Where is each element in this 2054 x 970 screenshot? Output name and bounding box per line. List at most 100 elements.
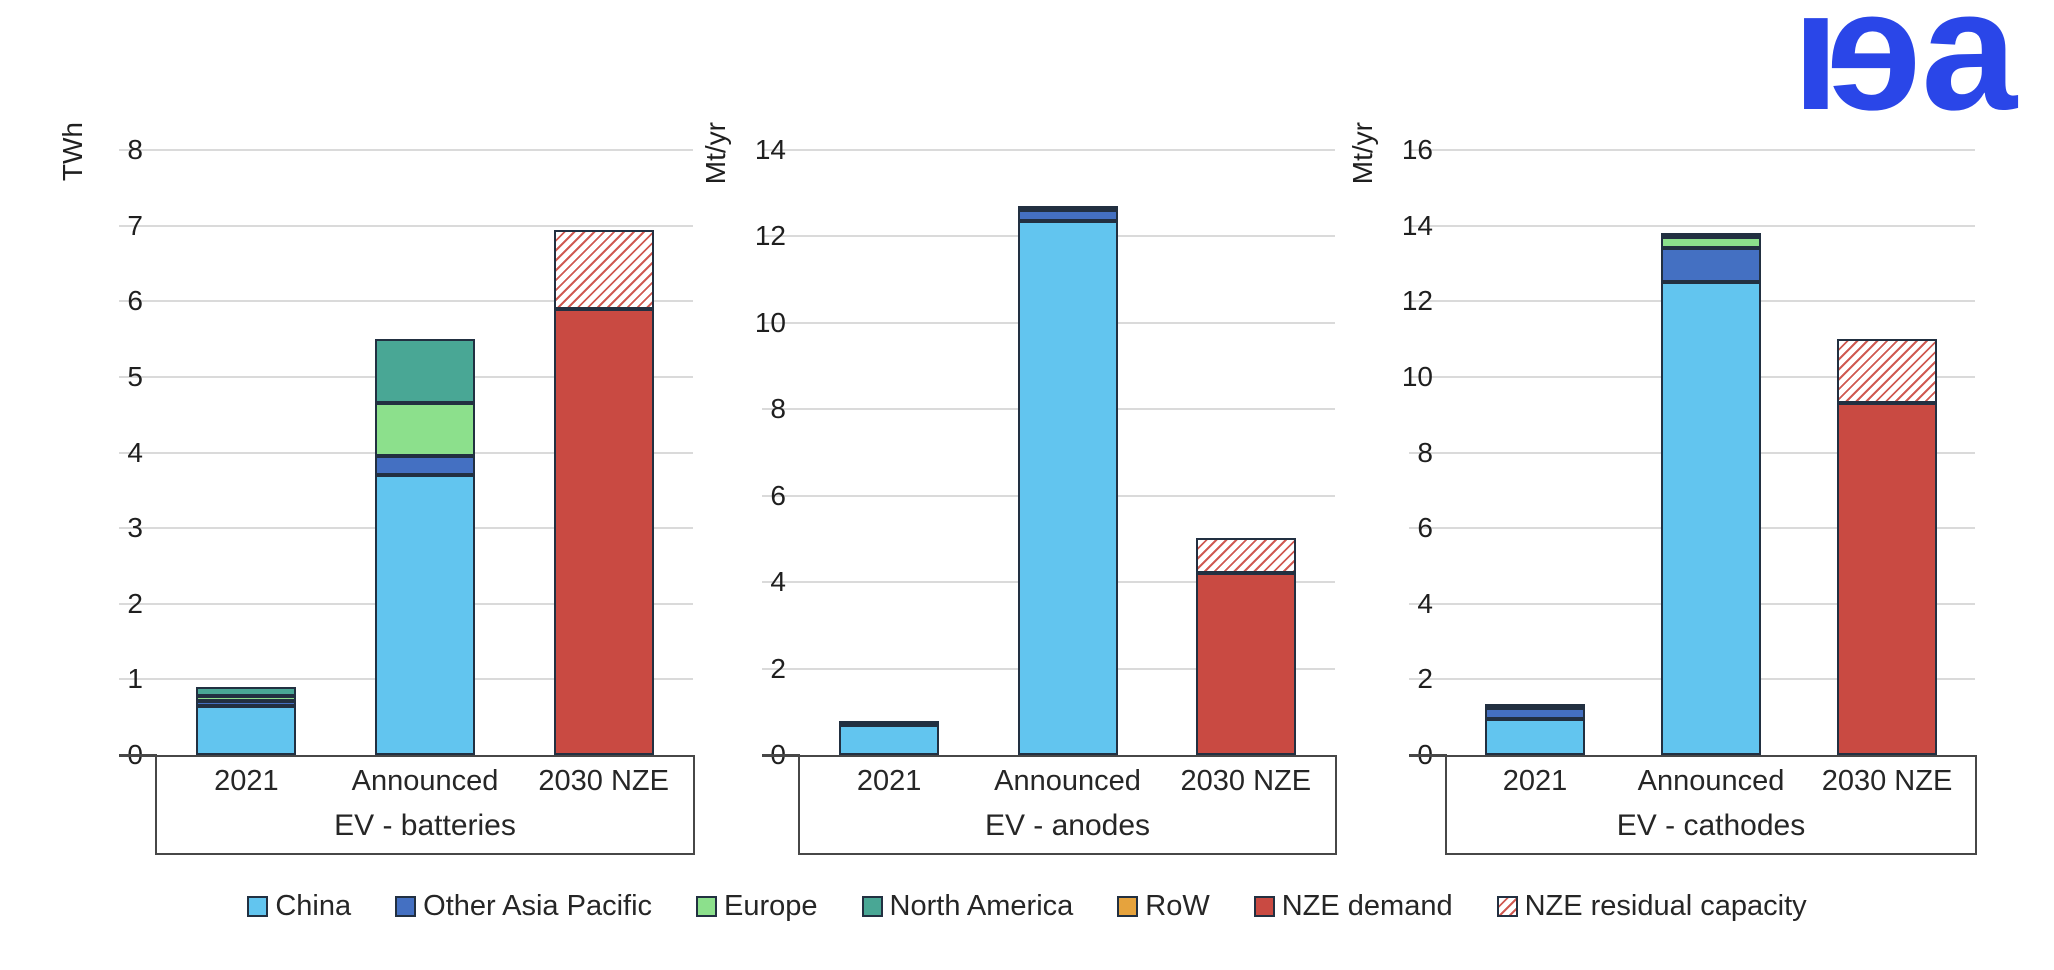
bar-segment-nze-residual-capacity <box>554 230 654 309</box>
y-axis-tick-label: 4 <box>770 566 786 598</box>
bar-segment-china <box>1018 221 1118 755</box>
y-axis-tick-label: 16 <box>1401 134 1433 165</box>
y-axis-tick-label: 12 <box>1401 285 1433 317</box>
x-axis-category-label: 2021 <box>1502 765 1568 797</box>
legend-swatch-icon <box>395 895 417 917</box>
y-axis-tick-label: 10 <box>754 306 786 338</box>
legend-item-other-asia-pacific: Other Asia Pacific <box>395 890 652 923</box>
legend-label: RoW <box>1145 889 1210 922</box>
gridline <box>1409 149 1975 151</box>
y-axis-tick-label: 1 <box>127 663 143 695</box>
legend-item-nze-demand: NZE demand <box>1253 889 1453 923</box>
x-axis-category-label: 2021 <box>214 765 279 797</box>
x-axis-category-label: Announced <box>994 765 1141 797</box>
iea-logo-letter-e: e <box>1832 0 1922 146</box>
chart-ev-anodes: Mt/yr 02468101214 EV - anodes 2021Announ… <box>700 122 1337 855</box>
chart-group-title: EV - cathodes <box>1616 809 1806 842</box>
x-axis-tick <box>762 754 800 757</box>
y-axis-tick-label: 2 <box>770 652 786 684</box>
legend-item-china: China <box>247 890 351 923</box>
legend-label: China <box>275 889 352 922</box>
iea-logo-letter-a: a <box>1921 0 2017 146</box>
legend-item-row: RoW <box>1117 889 1210 923</box>
chart-ev-batteries: TWh 012345678 EV - batteries 2021Announc… <box>57 122 695 855</box>
iea-logo-letter-i: ı <box>1791 0 1840 146</box>
y-axis-tick-label: 8 <box>770 393 786 425</box>
bar-segment-other-asia-pacific <box>1485 708 1585 719</box>
legend-swatch-icon <box>1253 895 1275 917</box>
y-axis-tick-label: 6 <box>127 285 143 317</box>
legend-item-nze-residual-capacity: NZE residual capacity <box>1496 889 1807 923</box>
x-axis-category-label: 2030 NZE <box>1821 765 1953 797</box>
x-axis-box: EV - batteries 2021 Announced 2030 NZE <box>155 755 695 855</box>
x-axis-category-label: 2030 NZE <box>538 765 669 797</box>
bar-segment-china <box>1661 282 1761 755</box>
legend-label: NZE residual capacity <box>1524 889 1807 922</box>
bar-segment-nze-demand <box>554 309 654 755</box>
bar-segment-nze-demand <box>1196 573 1296 755</box>
legend-item-north-america: North America <box>861 889 1074 923</box>
bar-segment-nze-residual-capacity <box>1196 538 1296 573</box>
bar-segment-other-asia-pacific <box>839 721 939 725</box>
chart-ev-cathodes: Mt/yr 0246810121416 EV - cathodes 2021An… <box>1347 122 1977 855</box>
legend-label: North America <box>889 889 1074 922</box>
gridline <box>119 300 693 303</box>
y-axis-unit-label: Mt/yr <box>700 122 731 185</box>
legend-swatch-icon <box>247 895 269 917</box>
x-axis-box: EV - anodes 2021 Announced 2030 NZE <box>798 755 1337 855</box>
y-axis-tick-label: 6 <box>1417 512 1433 544</box>
y-axis-tick-label: 8 <box>1417 436 1433 468</box>
x-axis-category-label: 2021 <box>856 765 922 797</box>
bar-segment-china <box>1485 719 1585 755</box>
bar-segment-europe <box>196 696 296 701</box>
bar-segment-europe <box>1485 704 1585 708</box>
legend: China Other Asia Pacific Europe North Ameri… <box>0 882 2054 930</box>
y-axis-unit-label: Mt/yr <box>1347 122 1378 185</box>
bar-segment-china <box>375 475 475 755</box>
chart-group-title: EV - anodes <box>984 809 1151 842</box>
bar-segment-other-asia-pacific <box>375 456 475 475</box>
y-axis-tick-label: 3 <box>127 512 143 544</box>
chart-group-title: EV - batteries <box>334 809 516 842</box>
x-axis-category-label: 2030 NZE <box>1180 765 1312 797</box>
legend-swatch-icon <box>1117 895 1139 917</box>
y-axis-tick-label: 7 <box>127 209 143 241</box>
bar-segment-europe <box>1018 206 1118 210</box>
gridline <box>762 149 1335 151</box>
plot-area: 0246810121416 <box>1402 134 1975 770</box>
x-axis-box: EV - cathodes 2021 Announced 2030 NZE <box>1445 755 1977 855</box>
plot-area: 02468101214 <box>755 134 1335 770</box>
bar-segment-north-america <box>196 687 296 696</box>
bar-segment-china <box>839 725 939 755</box>
y-axis-tick-label: 6 <box>770 479 786 511</box>
y-axis-tick-label: 2 <box>1417 663 1433 695</box>
plot-area: 012345678 <box>119 134 693 770</box>
bar-segment-other-asia-pacific <box>1661 248 1761 282</box>
y-axis-tick-label: 14 <box>1401 209 1433 241</box>
y-axis-tick-label: 4 <box>1417 587 1433 619</box>
iea-logo: ıea <box>1792 0 2017 146</box>
x-axis-category-label: Announced <box>351 765 499 797</box>
legend-swatch-icon <box>1496 895 1518 917</box>
gridline <box>119 149 693 151</box>
legend-swatch-icon <box>696 895 718 917</box>
bar-segment-china <box>196 706 296 755</box>
legend-label: NZE demand <box>1281 889 1453 922</box>
y-axis-tick-label: 14 <box>754 134 786 165</box>
gridline <box>119 224 693 227</box>
bar-segment-europe <box>1661 237 1761 248</box>
y-axis-tick-label: 2 <box>127 587 143 619</box>
y-axis-tick-label: 12 <box>754 220 786 252</box>
bar-segment-north-america <box>1661 233 1761 237</box>
legend-label: Europe <box>724 889 818 922</box>
y-axis-tick-label: 8 <box>127 134 143 165</box>
legend-label: Other Asia Pacific <box>423 889 653 922</box>
y-axis-tick-label: 5 <box>127 360 143 392</box>
gridline <box>1409 224 1975 227</box>
legend-item-europe: Europe <box>696 890 818 923</box>
bar-segment-nze-residual-capacity <box>1837 339 1937 403</box>
legend-swatch-icon <box>861 895 883 917</box>
bar-segment-other-asia-pacific <box>1018 210 1118 221</box>
x-axis-tick <box>1409 754 1447 757</box>
